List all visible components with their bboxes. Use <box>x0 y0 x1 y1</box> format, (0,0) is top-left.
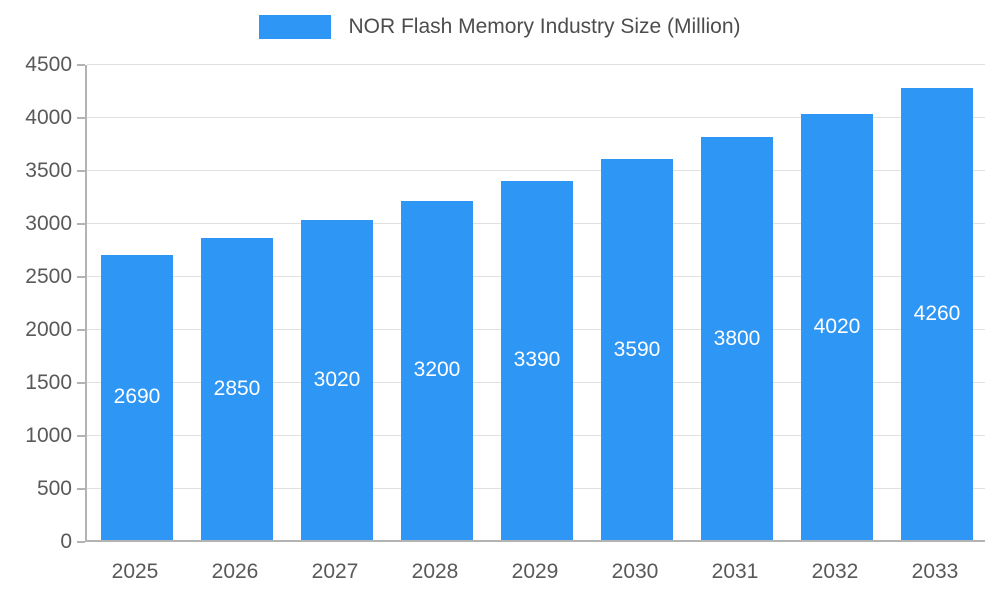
y-axis-label: 4500 <box>25 53 72 76</box>
y-axis-label: 3000 <box>25 212 72 235</box>
bar-2032: 4020 <box>801 113 873 540</box>
x-axis-label: 2033 <box>911 560 959 583</box>
y-tick-mark <box>77 435 85 437</box>
y-tick-mark <box>77 117 85 119</box>
y-axis-label: 0 <box>60 530 72 553</box>
bar-value-label: 3200 <box>413 358 461 382</box>
plot-area: 2690 2850 3020 3200 3390 3590 3800 4020 4260 <box>77 64 985 543</box>
bar-2029: 3390 <box>501 180 573 540</box>
bar-value-label: 3800 <box>713 326 761 350</box>
bar-value-label: 4260 <box>913 302 961 326</box>
y-axis-label: 4000 <box>25 106 72 129</box>
y-axis-label: 3500 <box>25 159 72 182</box>
bar-2026: 2850 <box>201 237 273 540</box>
legend-label: NOR Flash Memory Industry Size (Million) <box>348 15 741 38</box>
gridline <box>87 170 985 171</box>
bar-value-label: 3390 <box>513 348 561 372</box>
y-axis-label: 2500 <box>25 265 72 288</box>
y-axis-label: 1000 <box>25 424 72 447</box>
y-tick-mark <box>77 170 85 172</box>
bar-2025: 2690 <box>101 254 173 540</box>
x-axis-label: 2026 <box>211 560 259 583</box>
y-tick-mark <box>77 541 85 543</box>
y-tick-mark <box>77 488 85 490</box>
bar-value-label: 3020 <box>313 367 361 391</box>
x-axis-label: 2027 <box>311 560 359 583</box>
legend: NOR Flash Memory Industry Size (Million) <box>0 13 1000 41</box>
x-axis-label: 2032 <box>811 560 859 583</box>
x-axis-label: 2025 <box>111 560 159 583</box>
x-axis-label: 2031 <box>711 560 759 583</box>
legend-swatch <box>259 15 332 39</box>
x-axis-label: 2030 <box>611 560 659 583</box>
y-axis-label: 500 <box>36 477 72 500</box>
gridline <box>87 117 985 118</box>
y-tick-mark <box>77 223 85 225</box>
y-tick-mark <box>77 329 85 331</box>
bar-value-label: 2690 <box>113 385 161 409</box>
y-axis-label: 1500 <box>25 371 72 394</box>
y-tick-mark <box>77 382 85 384</box>
bar-2028: 3200 <box>401 200 473 540</box>
bar-2033: 4260 <box>901 88 973 540</box>
bar-value-label: 3590 <box>613 337 661 361</box>
gridline <box>87 64 985 65</box>
bar-2031: 3800 <box>701 137 773 540</box>
y-axis-label: 2000 <box>25 318 72 341</box>
y-tick-mark <box>77 64 85 66</box>
y-tick-mark <box>77 276 85 278</box>
bar-value-label: 4020 <box>813 314 861 338</box>
bar-2027: 3020 <box>301 219 373 540</box>
bar-2030: 3590 <box>601 159 673 540</box>
bar-value-label: 2850 <box>213 376 261 400</box>
x-axis-label: 2028 <box>411 560 459 583</box>
x-axis-label: 2029 <box>511 560 559 583</box>
